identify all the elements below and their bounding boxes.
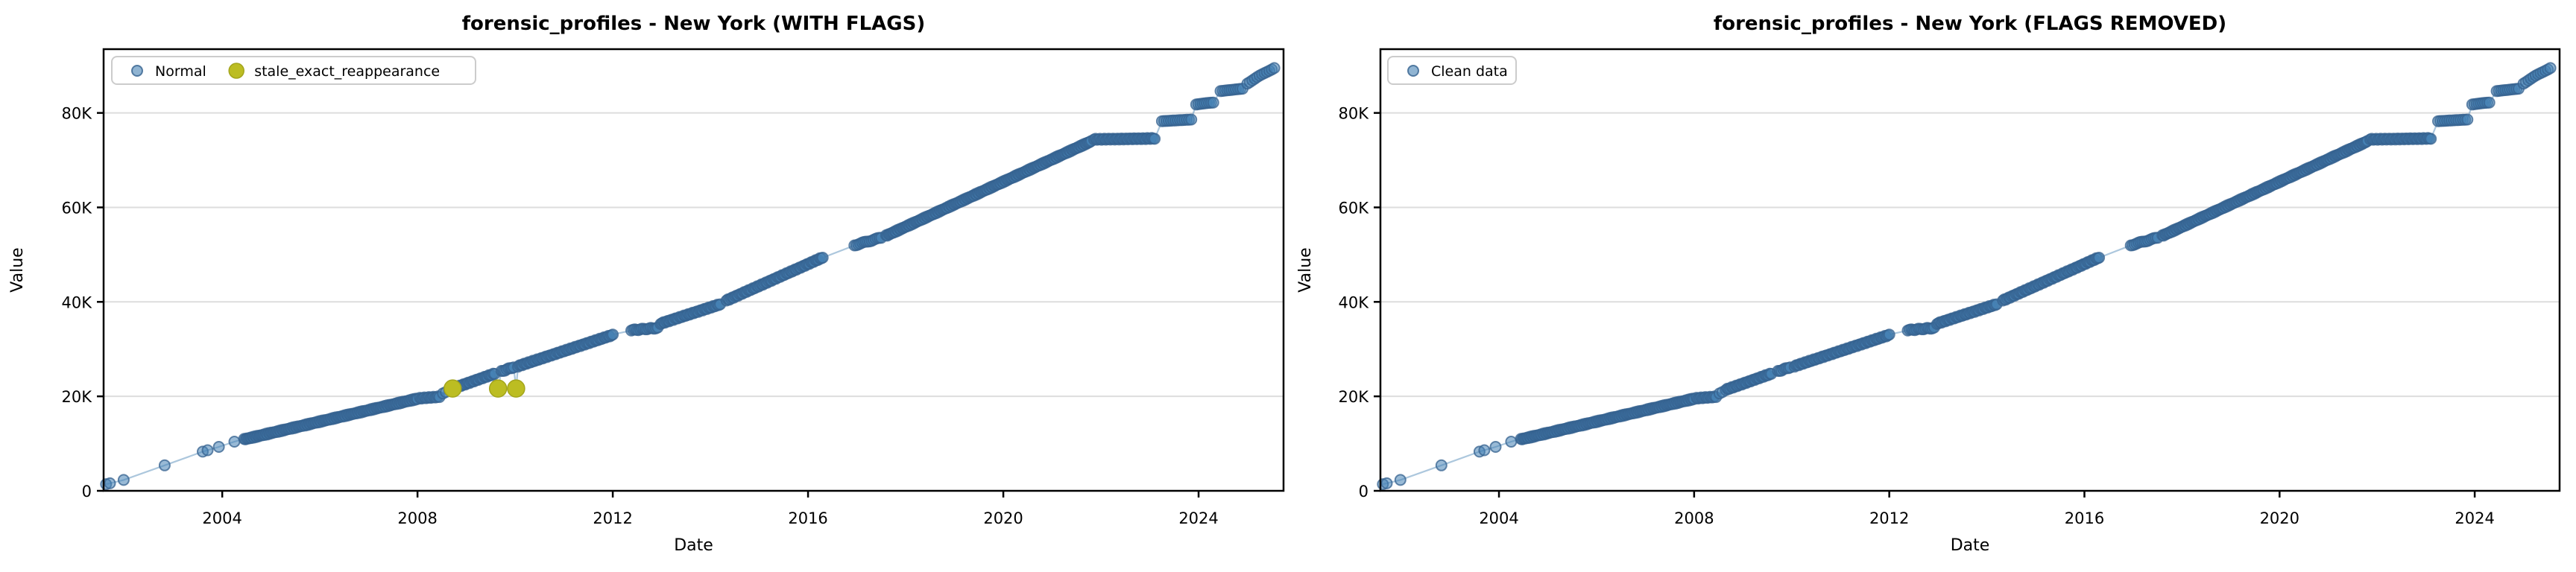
x-axis-label: Date bbox=[674, 536, 713, 555]
x-tick-label: 2008 bbox=[1674, 509, 1714, 527]
legend-normal-marker bbox=[1407, 65, 1419, 77]
x-tick-label: 2016 bbox=[2065, 509, 2104, 527]
y-tick-label: 20K bbox=[1339, 388, 1370, 406]
y-tick-label: 0 bbox=[82, 483, 92, 500]
x-tick-label: 2024 bbox=[1178, 509, 1218, 527]
normal-points bbox=[100, 62, 1281, 491]
legend-flagged-marker bbox=[228, 63, 244, 79]
y-tick-label: 40K bbox=[62, 293, 93, 311]
legend-label: Normal bbox=[155, 63, 206, 80]
y-axis-label: Value bbox=[1296, 247, 1315, 292]
y-tick-label: 40K bbox=[1339, 293, 1370, 311]
legend-normal-marker bbox=[131, 65, 143, 77]
gridlines bbox=[1380, 112, 2560, 398]
axis-ticks: 2004 2008 2012 2016 2020 2024 0 20K 40K 60K 80K bbox=[62, 105, 1219, 527]
chart-title: forensic_profiles - New York (WITH FLAGS… bbox=[462, 13, 926, 35]
y-tick-label: 60K bbox=[62, 199, 93, 217]
chart-panel-with-flags: 2004 2008 2012 2016 2020 2024 0 20K 40K 60K 80K Dat… bbox=[8, 13, 1285, 555]
x-tick-label: 2008 bbox=[397, 509, 437, 527]
y-tick-label: 0 bbox=[1359, 483, 1368, 500]
series-line bbox=[106, 67, 1275, 486]
x-tick-label: 2020 bbox=[983, 509, 1023, 527]
legend: Clean data bbox=[1387, 56, 1517, 85]
chart-title: forensic_profiles - New York (FLAGS REMO… bbox=[1714, 13, 2226, 35]
x-tick-label: 2020 bbox=[2260, 509, 2299, 527]
y-tick-label: 80K bbox=[62, 105, 93, 123]
chart-panel-flags-removed: 2004 2008 2012 2016 2020 2024 0 20K 40K 60K 80K Dat… bbox=[1288, 0, 2576, 572]
axes-spines bbox=[102, 48, 1285, 492]
x-tick-label: 2004 bbox=[1479, 509, 1518, 527]
gridlines bbox=[104, 112, 1284, 398]
legend-label: stale_exact_reappearance bbox=[254, 63, 440, 80]
flags-removed-chart-canvas: 2004 2008 2012 2016 2020 2024 0 20K 40K 60K 80K Dat… bbox=[1296, 13, 2561, 555]
x-tick-label: 2024 bbox=[2455, 509, 2494, 527]
y-axis-label: Value bbox=[8, 247, 27, 292]
flagged-points bbox=[443, 379, 525, 398]
legend: Normal stale_exact_reappearance bbox=[111, 56, 476, 85]
x-tick-label: 2012 bbox=[593, 509, 632, 527]
normal-points bbox=[1377, 62, 2557, 491]
legend-label: Clean data bbox=[1431, 63, 1508, 80]
y-tick-label: 20K bbox=[62, 388, 93, 406]
with-flags-chart-canvas: 2004 2008 2012 2016 2020 2024 0 20K 40K 60K 80K Dat… bbox=[8, 13, 1285, 555]
y-tick-label: 80K bbox=[1339, 105, 1370, 123]
axis-ticks: 2004 2008 2012 2016 2020 2024 0 20K 40K 60K 80K bbox=[1339, 105, 2495, 527]
y-tick-label: 60K bbox=[1339, 199, 1370, 217]
axes-spines bbox=[1379, 48, 2561, 492]
x-tick-label: 2004 bbox=[202, 509, 242, 527]
x-tick-label: 2012 bbox=[1869, 509, 1909, 527]
x-tick-label: 2016 bbox=[788, 509, 827, 527]
series-line bbox=[1383, 67, 2551, 486]
x-axis-label: Date bbox=[1951, 536, 1990, 555]
